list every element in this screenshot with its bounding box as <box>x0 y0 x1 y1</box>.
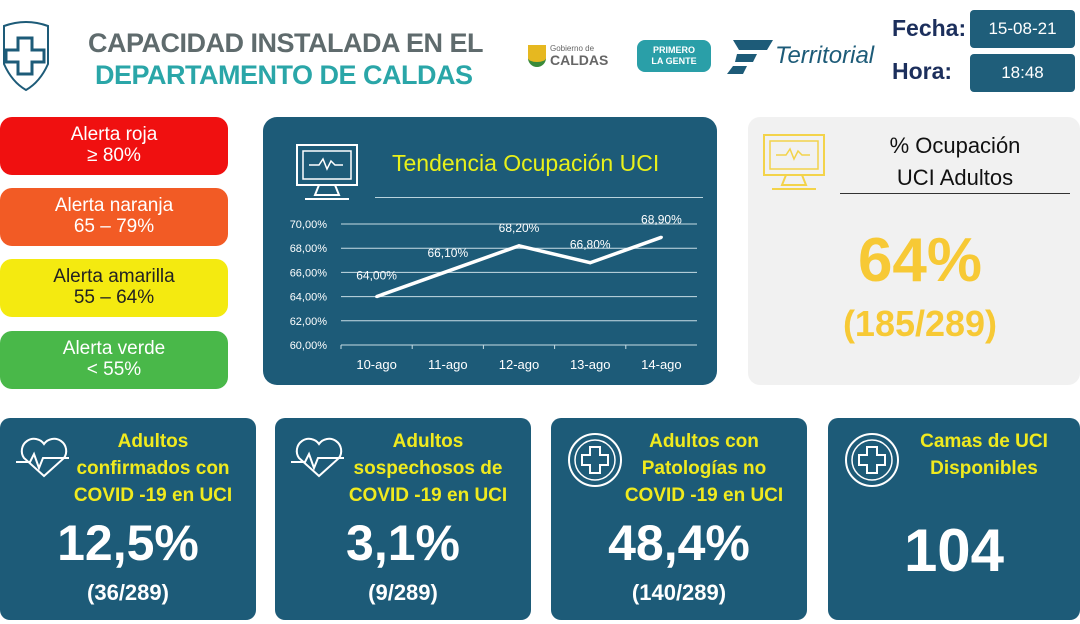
ocupacion-panel <box>748 117 1080 385</box>
alert-name: Alerta amarilla <box>53 266 175 287</box>
stat-card: Adultos confirmados con COVID -19 en UCI… <box>0 418 256 620</box>
data-point <box>588 261 592 265</box>
territorial-logo: Territorial <box>725 36 874 76</box>
title-divider <box>375 197 703 198</box>
ocupacion-detail: (185/289) <box>842 303 998 344</box>
card-detail: (9/289) <box>368 580 438 605</box>
heartbeat-icon <box>16 437 69 478</box>
data-label: 64,00% <box>356 269 397 283</box>
y-tick-label: 64,00% <box>290 292 328 304</box>
data-point <box>446 269 450 273</box>
card-value: 48,4% <box>608 515 750 571</box>
y-tick-label: 66,00% <box>290 267 328 279</box>
hora-value: 18:48 <box>970 54 1075 92</box>
x-tick-label: 10-ago <box>356 357 396 372</box>
alert-range: < 55% <box>86 359 142 380</box>
alert-0: Alerta roja ≥ 80% <box>0 117 228 175</box>
ocupacion-divider <box>840 193 1070 194</box>
alert-range: ≥ 80% <box>87 145 141 166</box>
data-label: 68,90% <box>641 212 682 226</box>
data-point <box>659 235 663 239</box>
y-tick-label: 68,00% <box>290 243 328 255</box>
line-chart: 60,00% 62,00% 64,00% 66,00% 68,00% 70,00% 10-a… <box>290 212 697 372</box>
y-tick-label: 62,00% <box>290 316 328 328</box>
x-tick-label: 14-ago <box>641 357 681 372</box>
card-detail: (140/289) <box>631 580 727 605</box>
y-tick-label: 60,00% <box>290 340 328 352</box>
fecha-value: 15-08-21 <box>970 10 1075 48</box>
card-detail: (36/289) <box>87 580 169 605</box>
x-tick-label: 11-ago <box>428 357 468 372</box>
data-label: 66,10% <box>427 246 468 260</box>
alert-1: Alerta naranja 65 – 79% <box>0 188 228 246</box>
fecha-label: Fecha: <box>892 15 967 41</box>
chart-title: Tendencia Ocupación UCI <box>392 150 660 176</box>
alert-2: Alerta amarilla 55 – 64% <box>0 259 228 317</box>
ocupacion-title: % Ocupación UCI Adultos <box>889 133 1021 190</box>
stat-card: Camas de UCI Disponibles 104 <box>828 418 1080 620</box>
primero-la-gente-logo: PRIMERO LA GENTE <box>637 40 711 72</box>
card-title: Adultos confirmados con COVID -19 en UCI <box>73 431 233 506</box>
medical-cross-icon <box>845 433 899 487</box>
alert-3: Alerta verde < 55% <box>0 331 228 389</box>
x-tick-label: 12-ago <box>499 357 539 372</box>
y-tick-label: 70,00% <box>290 219 328 231</box>
alert-range: 55 – 64% <box>73 287 155 308</box>
gobierno-caldas-logo: Gobierno de CALDAS <box>528 44 608 67</box>
x-tick-label: 13-ago <box>570 357 610 372</box>
card-title: Adultos sospechosos de COVID -19 en UCI <box>348 431 508 506</box>
monitor-icon <box>296 144 358 200</box>
trend-chart-panel <box>263 117 717 385</box>
monitor-icon <box>763 134 825 190</box>
alert-name: Alerta verde <box>62 338 166 359</box>
hora-label: Hora: <box>892 58 953 84</box>
alert-name: Alerta roja <box>70 124 158 145</box>
stat-card: Adultos con Patologías no COVID -19 en U… <box>551 418 807 620</box>
stat-card: Adultos sospechosos de COVID -19 en UCI … <box>275 418 531 620</box>
card-title: Adultos con Patologías no COVID -19 en U… <box>624 431 784 506</box>
alert-range: 65 – 79% <box>73 216 155 237</box>
card-value: 104 <box>903 517 1005 584</box>
alert-name: Alerta naranja <box>54 195 174 216</box>
card-value: 12,5% <box>57 515 199 571</box>
data-point <box>375 295 379 299</box>
page-title-line1: CAPACIDAD INSTALADA EN EL <box>88 28 484 58</box>
card-title: Camas de UCI Disponibles <box>920 431 1048 479</box>
page-title-line2: DEPARTAMENTO DE CALDAS <box>95 60 473 90</box>
shield-cross-icon <box>3 21 49 92</box>
data-point <box>517 244 521 248</box>
data-label: 66,80% <box>570 238 611 252</box>
medical-cross-icon <box>568 433 622 487</box>
card-value: 3,1% <box>346 515 460 571</box>
data-label: 68,20% <box>499 221 540 235</box>
heartbeat-icon <box>291 437 344 478</box>
ocupacion-value: 64% <box>857 226 983 295</box>
